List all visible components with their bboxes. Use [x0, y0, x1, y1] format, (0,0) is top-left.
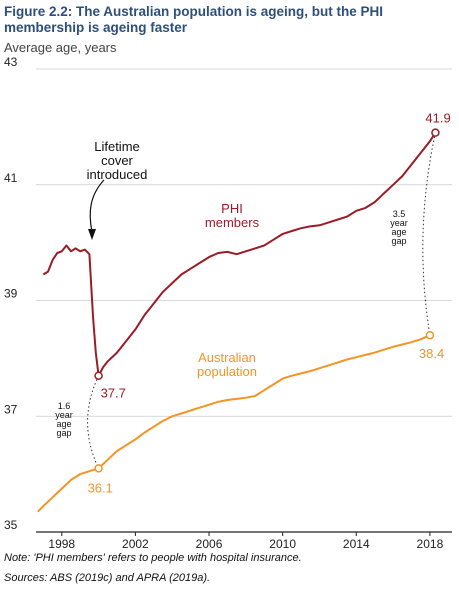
figure-title: Figure 2.2: The Australian population is… — [4, 4, 384, 35]
y-axis-ticks: 35 37 39 41 43 — [4, 55, 18, 532]
aus-start-marker — [94, 464, 103, 473]
y-tick-label-43: 43 — [4, 55, 18, 69]
x-axis-ticks: 1998 2002 2006 2010 2014 2018 — [48, 532, 444, 551]
x-tick-label-2002: 2002 — [122, 537, 149, 551]
age-gap-2000-label: 1.6 year age gap — [55, 401, 73, 438]
y-tick-label-37: 37 — [4, 402, 18, 416]
y-tick-label-35: 35 — [4, 518, 18, 532]
phi-end-marker — [431, 128, 440, 137]
phi-end-value: 41.9 — [425, 111, 450, 126]
y-tick-label-41: 41 — [4, 171, 18, 185]
y-tick-label-39: 39 — [4, 287, 18, 301]
phi-members-series-label: PHI members — [205, 201, 260, 230]
x-tick-label-1998: 1998 — [48, 537, 75, 551]
australian-population-series-label: Australian population — [197, 350, 257, 379]
phi-start-marker — [94, 371, 103, 380]
figure-sources: Sources: ABS (2019c) and APRA (2019a). — [4, 572, 211, 584]
aus-end-value: 38.4 — [419, 346, 444, 361]
x-tick-label-2018: 2018 — [417, 537, 444, 551]
aus-start-value: 36.1 — [88, 480, 113, 495]
phi-members-line — [42, 132, 437, 377]
phi-start-value: 37.7 — [101, 386, 126, 401]
gridlines — [36, 68, 452, 533]
figure-note: Note: 'PHI members' refers to people wit… — [4, 552, 302, 564]
aus-end-marker — [425, 330, 435, 340]
series-lines — [37, 128, 440, 513]
gap-connector-2000 — [87, 375, 100, 469]
lifetime-cover-arrowhead — [88, 229, 96, 240]
series-labels: 37.7 41.9 36.1 38.4 PHI members Australian popu… — [55, 111, 451, 496]
x-tick-label-2006: 2006 — [196, 537, 223, 551]
age-gap-2018-label: 3.5 year age gap — [390, 209, 408, 246]
annotations — [87, 132, 436, 469]
lifetime-cover-annotation: Lifetime cover introduced — [87, 139, 148, 182]
figure-subtitle: Average age, years — [4, 40, 117, 55]
gap-connector-2018 — [422, 132, 436, 336]
x-tick-label-2010: 2010 — [269, 537, 296, 551]
lifetime-cover-arrow-line — [89, 179, 105, 233]
x-tick-label-2014: 2014 — [343, 537, 370, 551]
